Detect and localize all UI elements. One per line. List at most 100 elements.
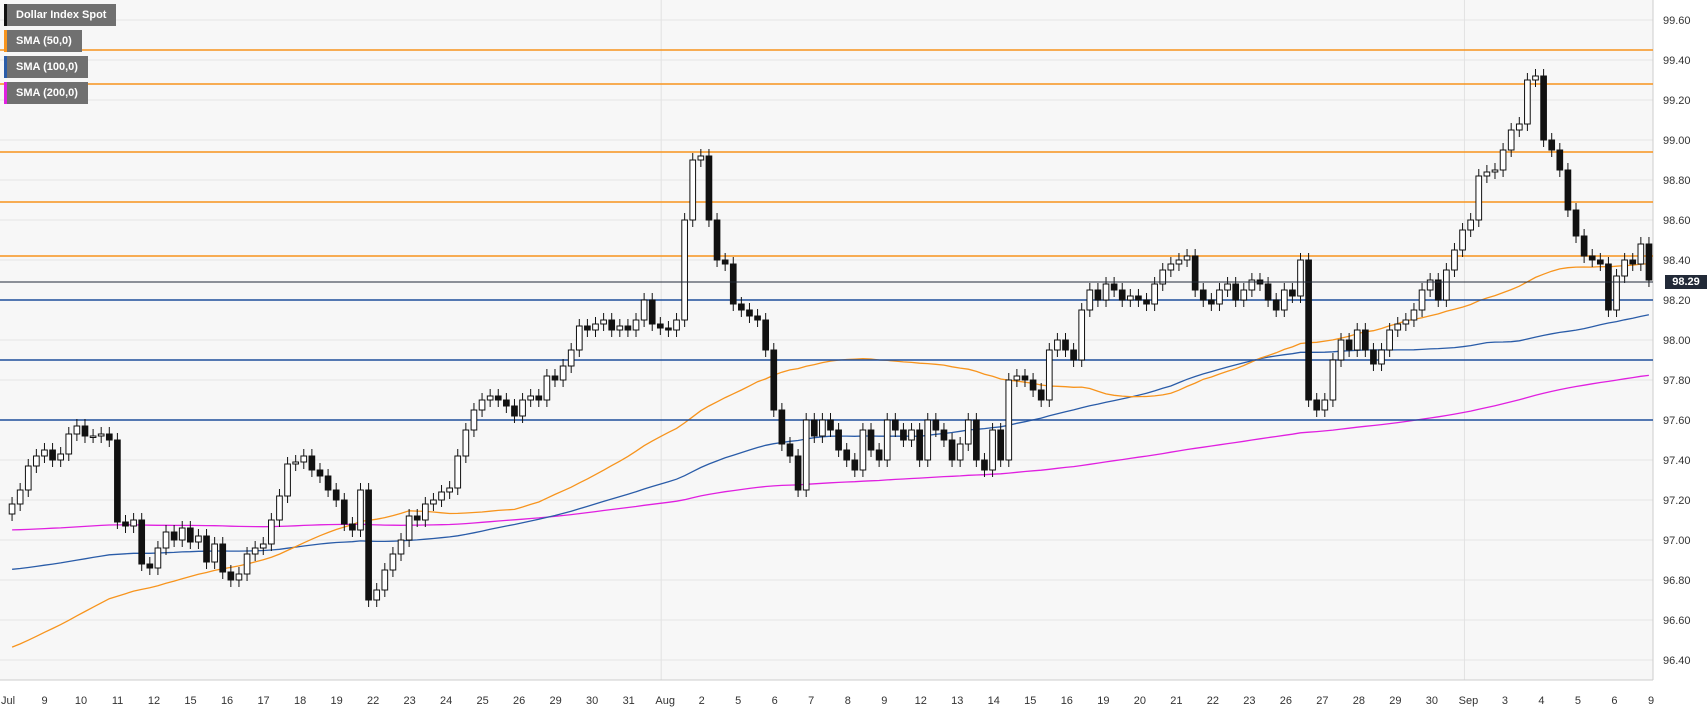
x-tick-label: 9 [41, 695, 47, 707]
x-tick-label: 19 [1097, 695, 1109, 707]
candle-body [1313, 399, 1321, 411]
x-tick-label: 29 [550, 695, 562, 707]
candle-body [810, 419, 818, 437]
candle-body [276, 495, 283, 521]
x-tick-label: 21 [1170, 695, 1182, 707]
candle-body [1289, 289, 1296, 297]
candle-body [1029, 379, 1037, 391]
candle-body [1175, 259, 1183, 265]
candle-body [1126, 295, 1134, 301]
candle-body [608, 319, 616, 331]
candle-body [1394, 323, 1402, 331]
candle-body [1467, 219, 1475, 231]
candle-body [1191, 255, 1199, 291]
legend-item-dollar-index[interactable]: Dollar Index Spot [4, 4, 117, 26]
candle-body [1151, 283, 1158, 305]
candle-body [251, 547, 259, 555]
x-tick-label: Jul [1, 695, 15, 707]
sma-50-line [11, 263, 1649, 648]
x-tick-label: 31 [623, 695, 635, 707]
candle-body [97, 433, 105, 437]
candle-body [640, 299, 648, 321]
candle-body [1208, 299, 1215, 305]
x-tick-label: Aug [655, 695, 675, 707]
candle-body [1613, 275, 1620, 311]
candle-body [1629, 259, 1637, 265]
candle-body [219, 543, 227, 573]
legend-item-sma-50[interactable]: SMA (50,0) [4, 30, 82, 52]
candle-body [1451, 249, 1458, 271]
candle-body [575, 325, 583, 351]
candle-body [24, 465, 32, 491]
candle-body [964, 419, 972, 445]
candle-body [1272, 299, 1280, 311]
candle-body [65, 433, 73, 455]
candle-body [130, 519, 137, 527]
candle-body [1159, 269, 1167, 285]
candle-body [1135, 295, 1142, 301]
candle-body [851, 459, 859, 471]
candle-body [1532, 75, 1539, 81]
candle-body [1434, 279, 1442, 301]
candle-body [932, 419, 940, 431]
chart-legend: Dollar Index Spot SMA (50,0) SMA (100,0)… [4, 4, 117, 108]
candle-body [1054, 339, 1061, 351]
candle-body [1045, 349, 1053, 401]
candle-body [146, 563, 154, 569]
x-tick-label: 8 [845, 695, 851, 707]
x-tick-label: 6 [772, 695, 778, 707]
candle-body [1086, 289, 1094, 311]
candle-body [284, 463, 291, 497]
y-tick-label: 98.80 [1663, 175, 1691, 187]
candle-body [1353, 329, 1361, 351]
candle-body [227, 571, 235, 581]
candle-body [1564, 169, 1572, 211]
candle-body [794, 455, 802, 491]
candle-body [802, 419, 810, 491]
candle-body [397, 539, 405, 555]
y-tick-label: 98.40 [1663, 255, 1691, 267]
candle-body [705, 155, 713, 221]
candle-body [754, 315, 761, 321]
candle-body [827, 419, 834, 431]
candle-body [835, 429, 842, 451]
y-tick-label: 97.60 [1663, 415, 1691, 427]
candle-body [324, 475, 332, 491]
candle-body [1321, 399, 1329, 411]
y-tick-label: 99.40 [1663, 55, 1691, 67]
candle-body [729, 263, 737, 305]
candle-body [1329, 359, 1337, 401]
candle-body [989, 429, 996, 471]
candle-body [1580, 235, 1588, 257]
x-tick-label: 28 [1353, 695, 1365, 707]
x-tick-label: 25 [477, 695, 489, 707]
candle-body [211, 543, 218, 563]
candle-body [1264, 283, 1272, 301]
candle-body [430, 499, 437, 505]
legend-item-sma-200[interactable]: SMA (200,0) [4, 82, 88, 104]
candle-body [203, 535, 210, 563]
candle-body [1645, 243, 1653, 281]
candle-body [924, 419, 932, 461]
candle-body [49, 449, 56, 461]
candle-body [1596, 259, 1604, 265]
candle-body [956, 443, 964, 461]
candle-body [365, 489, 372, 601]
candle-body [616, 325, 624, 331]
candle-body [16, 489, 24, 505]
candle-body [1102, 283, 1110, 301]
candle-body [494, 395, 502, 401]
candle-body [819, 419, 826, 437]
y-tick-label: 96.80 [1663, 575, 1691, 587]
y-tick-label: 99.60 [1663, 15, 1691, 27]
candle-body [867, 429, 875, 451]
legend-item-sma-100[interactable]: SMA (100,0) [4, 56, 88, 78]
x-tick-label: 26 [1280, 695, 1292, 707]
candle-body [114, 439, 121, 523]
candle-body [259, 543, 267, 549]
x-tick-label: 30 [1426, 695, 1438, 707]
candle-body [1070, 349, 1077, 361]
candle-body [1094, 289, 1102, 301]
y-tick-label: 99.00 [1663, 135, 1691, 147]
